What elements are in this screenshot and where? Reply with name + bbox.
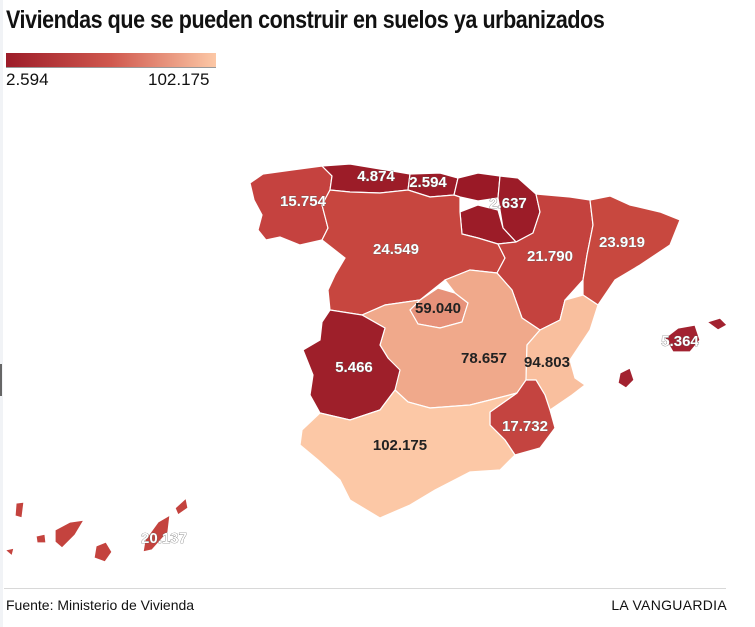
brand-logo: LA VANGUARDIA	[611, 597, 727, 613]
value-label-andalucia: 102.175	[373, 437, 427, 454]
value-label-castilla-y-leon: 24.549	[373, 241, 419, 258]
value-label-cataluna: 23.919	[599, 234, 645, 251]
legend-min-label: 2.594	[6, 70, 49, 89]
value-label-aragon: 21.790	[527, 248, 573, 265]
page-left-edge	[0, 0, 3, 627]
legend-axis	[6, 67, 216, 68]
region-canarias-lanzarote[interactable]	[174, 496, 189, 516]
value-label-extremadura: 5.466	[335, 359, 373, 376]
value-label-castilla-la-mancha: 78.657	[461, 350, 507, 367]
value-label-murcia: 17.732	[502, 418, 548, 435]
legend-max-label: 102.175	[148, 70, 210, 89]
region-catalunia[interactable]	[582, 195, 681, 306]
value-label-canarias: 20.137	[141, 530, 187, 547]
scroll-marker[interactable]	[0, 364, 2, 396]
region-canarias-lapalma[interactable]	[14, 501, 25, 519]
value-label-baleares: 5.364	[661, 333, 699, 350]
value-label-cantabria: 2.594	[409, 174, 447, 191]
value-label-asturias: 4.874	[357, 168, 395, 185]
source-note: Fuente: Ministerio de Vivienda	[6, 597, 195, 613]
region-canarias-gomera[interactable]	[35, 533, 47, 544]
region-canarias-hierro[interactable]	[3, 547, 15, 558]
page-title: Viviendas que se pueden construir en sue…	[6, 6, 605, 34]
region-canarias-grancanaria[interactable]	[93, 541, 113, 563]
value-label-madrid: 59.040	[415, 300, 461, 317]
region-canarias-fuerteventura[interactable]	[142, 513, 171, 553]
value-label-navarra: 2.637	[489, 195, 527, 212]
region-canarias-tenerife[interactable]	[54, 519, 86, 549]
region-andalucia[interactable]	[299, 389, 518, 519]
footer-divider	[4, 588, 726, 589]
region-baleares-menorca[interactable]	[705, 317, 728, 331]
region-comunidad-valenciana[interactable]	[525, 294, 599, 411]
region-baleares-mallorca[interactable]	[664, 324, 701, 353]
value-label-galicia: 15.754	[280, 193, 327, 210]
value-label-comunidad-valenciana: 94.803	[524, 354, 570, 371]
legend-gradient	[6, 53, 216, 67]
region-baleares-ibiza[interactable]	[617, 367, 635, 389]
